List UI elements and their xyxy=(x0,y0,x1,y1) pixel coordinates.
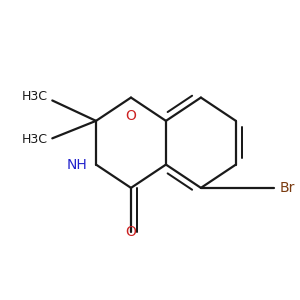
Text: O: O xyxy=(125,225,136,238)
Text: H3C: H3C xyxy=(22,90,48,103)
Text: Br: Br xyxy=(280,181,295,195)
Text: NH: NH xyxy=(67,158,87,172)
Text: O: O xyxy=(125,109,136,123)
Text: H3C: H3C xyxy=(22,133,48,146)
